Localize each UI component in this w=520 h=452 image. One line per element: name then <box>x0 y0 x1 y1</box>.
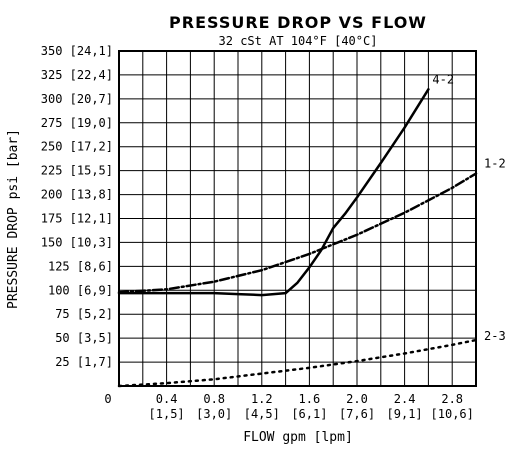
y-tick-label: 275 [19,0] <box>41 116 113 130</box>
x-secondary-tick-label: [10,6] <box>431 407 474 421</box>
series-line-2-3 <box>117 338 478 388</box>
y-tick-label: 350 [24,1] <box>41 44 113 58</box>
x-tick-label: 1.2 <box>251 392 273 406</box>
x-secondary-tick-label: [4,5] <box>244 407 280 421</box>
y-tick-label: 250 [17,2] <box>41 140 113 154</box>
y-tick-label: 125 [8,6] <box>48 259 113 273</box>
series-line-1-2 <box>117 172 478 294</box>
chart-subtitle: 32 cSt AT 104°F [40°C] <box>219 34 378 48</box>
y-tick-label: 300 [20,7] <box>41 92 113 106</box>
y-tick-label: 150 [10,3] <box>41 235 113 249</box>
tick-labels: 25 [1,7] 50 [3,5] 75 [5,2] 100 [6,9] 125 [8,… <box>41 44 474 421</box>
x-tick-label: 2.8 <box>441 392 463 406</box>
y-tick-label: 75 [5,2] <box>55 307 113 321</box>
series-label-2-3: 2-3 <box>484 329 506 343</box>
y-tick-label: 200 [13,8] <box>41 188 113 202</box>
series-label-4-2: 4-2 <box>432 72 454 86</box>
x-secondary-tick-label: [6,1] <box>291 407 327 421</box>
series-labels: 4-2 1-2 2-3 <box>432 72 505 343</box>
x-tick-label: 0.8 <box>203 392 225 406</box>
chart-title: PRESSURE DROP VS FLOW <box>169 13 427 32</box>
y-tick-label: 175 [12,1] <box>41 212 113 226</box>
x-secondary-tick-label: [7,6] <box>339 407 375 421</box>
y-tick-label: 25 [1,7] <box>55 355 113 369</box>
x-tick-label: 2.0 <box>346 392 368 406</box>
y-tick-label: 100 [6,9] <box>48 283 113 297</box>
x-tick-label: 2.4 <box>394 392 416 406</box>
y-tick-label: 225 [15,5] <box>41 164 113 178</box>
series-label-1-2: 1-2 <box>484 157 506 171</box>
x-tick-label: 1.6 <box>299 392 321 406</box>
x-secondary-tick-label: [3,0] <box>196 407 232 421</box>
x-tick-label: 0.4 <box>156 392 178 406</box>
x-secondary-tick-label: [1,5] <box>149 407 185 421</box>
plot-frame <box>118 50 477 387</box>
y-axis-label: PRESSURE DROP psi [bar] <box>6 129 21 309</box>
x-axis-label: FLOW gpm [lpm] <box>243 430 353 445</box>
x-origin-label: 0 <box>104 392 111 406</box>
x-secondary-tick-label: [9,1] <box>387 407 423 421</box>
y-tick-label: 325 [22,4] <box>41 68 113 82</box>
series-line-4-2 <box>117 88 430 297</box>
grid <box>118 50 477 387</box>
series-lines <box>117 88 478 388</box>
y-tick-label: 50 [3,5] <box>55 331 113 345</box>
